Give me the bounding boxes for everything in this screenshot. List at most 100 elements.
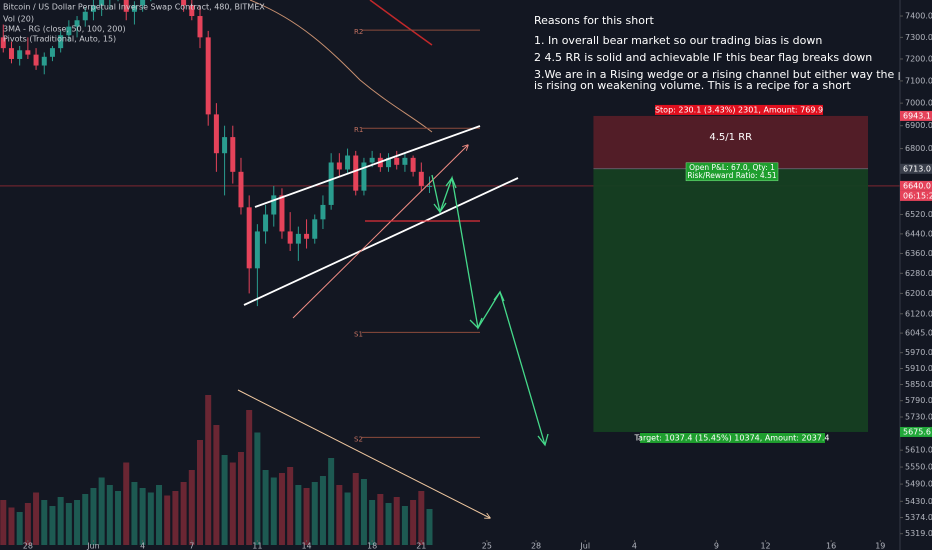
pivot-label: R1 (354, 126, 363, 134)
y-tick-label: 7100.0 (905, 76, 932, 85)
volume-bar (41, 500, 48, 545)
y-tick-label: 5550.0 (905, 463, 932, 472)
moving-average (369, 0, 433, 46)
candle-body (254, 231, 260, 269)
x-tick-label: 16 (826, 542, 836, 550)
volume-bar (65, 503, 72, 545)
y-tick-label: 5610.0 (905, 446, 932, 455)
candle-body (287, 231, 293, 244)
price-tag-label: 6713.0 (903, 164, 931, 173)
candle-body (418, 171, 424, 186)
candle-body (222, 137, 228, 154)
pnl-label: Open P&L: 67.0, Qty: 1 (689, 163, 775, 172)
reward-zone (593, 168, 869, 432)
pnl-box (685, 162, 779, 182)
y-tick-label: 5970.0 (905, 348, 932, 357)
target-label: Target: 1037.4 (15.45%) 10374, Amount: 2… (633, 433, 829, 442)
price-tag-label: 5675.6 (903, 427, 931, 436)
candle-body (181, 0, 187, 6)
candle-body (246, 207, 252, 269)
price-tag-label: 6640.0 (903, 181, 931, 190)
candle-body (74, 20, 80, 27)
volume-bar (401, 506, 408, 545)
volume-bar (352, 473, 359, 545)
indicator: Pivots (Traditional, Auto, 15) (3, 35, 116, 44)
volume-pane (0, 395, 433, 545)
volume-bar (426, 509, 433, 545)
volume-bar (418, 491, 425, 545)
arrow-heads (433, 176, 549, 447)
volume-bar (123, 462, 130, 545)
y-tick-label: 5850.0 (905, 380, 932, 389)
price-tag (900, 163, 932, 174)
candle-body (410, 157, 416, 172)
y-tick-label: 6200.0 (905, 289, 932, 298)
volume-bar (8, 507, 15, 545)
volume-bar (197, 440, 203, 545)
price-axis: 7400.0 7300.0 7200.0 7100.0 7000.0 6900.0 6800… (899, 0, 932, 550)
volume-bar (106, 485, 113, 545)
volume-bar (311, 482, 318, 545)
price-tag (900, 426, 932, 437)
x-tick-label: 25 (482, 542, 492, 550)
y-tick-label: 6440.0 (905, 229, 932, 238)
price-tag (900, 180, 932, 191)
volume-bar (254, 432, 261, 545)
y-tick-label: 5490.0 (905, 480, 932, 489)
note: Reasons for this short (534, 14, 654, 27)
candle-body (99, 0, 105, 6)
candle-body (320, 204, 326, 220)
x-tick-label: 4 (140, 542, 145, 550)
price-tag-label: 6943.1 (903, 111, 931, 120)
candle-body (238, 171, 244, 208)
countdown: 06:15:26 (903, 191, 932, 200)
volume-bar (336, 485, 343, 545)
x-tick-label: 4 (632, 542, 637, 550)
volume-bar (164, 495, 171, 545)
volume-bar (90, 488, 97, 545)
volume-bar (295, 485, 302, 545)
candle-body (369, 157, 375, 163)
candle-body (353, 155, 359, 191)
volume-bar (237, 452, 244, 545)
candle-body (336, 162, 342, 170)
candle-body (41, 56, 47, 66)
price-tag (900, 110, 932, 121)
candle-body (66, 26, 72, 36)
x-tick-label: 7 (189, 542, 194, 550)
x-tick-label: 21 (416, 542, 426, 550)
volume-bar (246, 410, 253, 545)
volume-bar (57, 497, 64, 545)
volume-bar (319, 476, 326, 545)
volume-bar (188, 470, 195, 545)
volume-bar (82, 494, 89, 545)
candle-body (312, 219, 318, 239)
pivot-label: S2 (354, 435, 363, 443)
indicator: 3MA - RG (close, 50, 100, 200) (3, 25, 126, 34)
volume-bar (74, 500, 81, 545)
volume-bar (205, 395, 212, 545)
volume-bar (16, 512, 23, 545)
x-tick-label: 11 (252, 542, 262, 550)
volume-bar (385, 503, 392, 545)
candle-body (33, 54, 39, 66)
volume-bar (49, 506, 56, 545)
y-tick-label: 5430.0 (905, 497, 932, 506)
volume-bar (221, 455, 228, 545)
note: 1. In overall bear market so our trading… (534, 34, 822, 47)
y-tick-label: 6280.0 (905, 269, 932, 278)
target-label-box (640, 432, 825, 443)
volume-bar (156, 485, 163, 545)
legend: Bitcoin / US Dollar Perpetual Inverse Sw… (3, 3, 265, 44)
y-tick-label: 7200.0 (905, 54, 932, 63)
x-tick-label: 14 (301, 542, 311, 550)
candle-body (90, 5, 96, 12)
y-tick-label: 6800.0 (905, 144, 932, 153)
volume-bar (393, 497, 400, 545)
volume-bar (328, 458, 335, 545)
y-tick-label: 7400.0 (905, 12, 932, 21)
candle-body (131, 5, 137, 12)
x-tick-label: Jul (579, 542, 590, 550)
risk-zone (593, 115, 869, 169)
volume-bar (369, 500, 376, 545)
